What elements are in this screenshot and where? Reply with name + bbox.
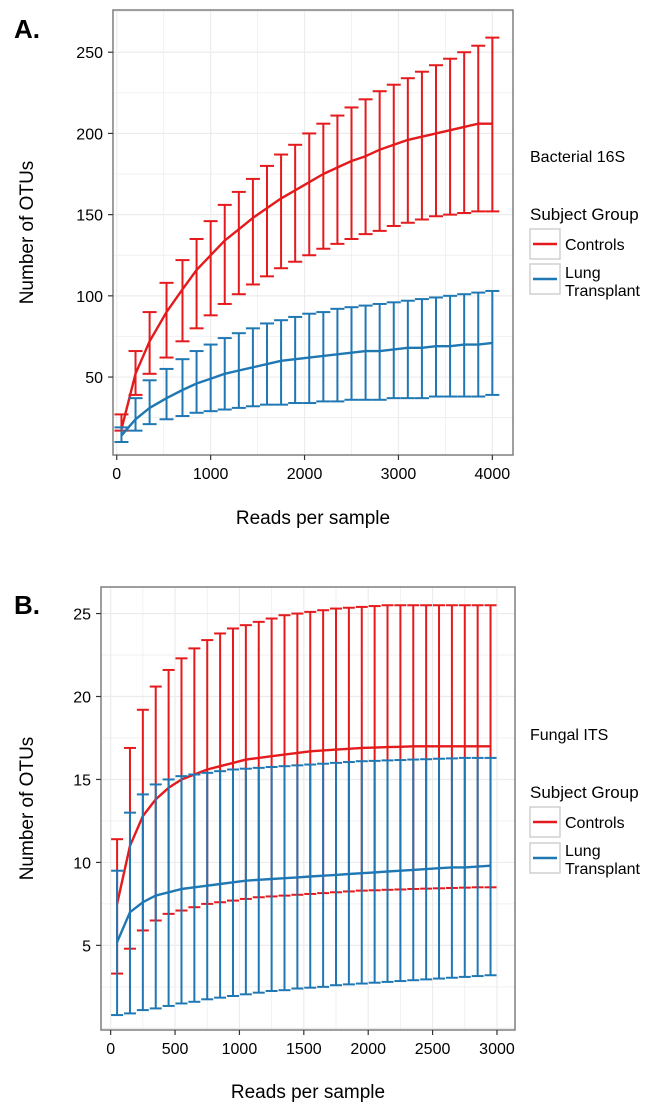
x-tick-label: 1000 bbox=[222, 1041, 258, 1058]
legend-label: Transplant bbox=[565, 861, 641, 878]
x-tick-label: 1500 bbox=[286, 1041, 322, 1058]
panel-label: B. bbox=[14, 590, 40, 620]
y-tick-label: 20 bbox=[73, 690, 91, 707]
y-tick-label: 15 bbox=[73, 772, 91, 789]
y-tick-label: 250 bbox=[76, 45, 103, 62]
y-tick-label: 100 bbox=[76, 289, 103, 306]
legend-label: Lung bbox=[565, 843, 601, 860]
legend-key-lung-transplant bbox=[529, 842, 561, 874]
mean-line bbox=[115, 864, 491, 943]
legend-heading: Fungal ITS bbox=[530, 727, 608, 744]
panel-a: 0 1000 2000 3000 4000 50 100 150 200 250 Reads per… bbox=[14, 9, 641, 529]
legend-label: Controls bbox=[565, 237, 625, 254]
panel-b: 0 500 1000 1500 2000 2500 3000 5 10 15 20 25 Reads p… bbox=[14, 586, 641, 1102]
mean-line bbox=[115, 745, 491, 905]
legend: Bacterial 16S Subject Group Controls LungTr… bbox=[529, 149, 641, 300]
legend-key-controls bbox=[529, 806, 561, 838]
legend: Fungal ITS Subject Group Controls LungTrans… bbox=[529, 727, 641, 878]
x-tick-label: 3000 bbox=[479, 1041, 515, 1058]
x-tick-label: 3000 bbox=[381, 466, 417, 483]
y-axis-title: Number of OTUs bbox=[17, 737, 38, 881]
legend-label: Transplant bbox=[565, 283, 641, 300]
legend-key-lung-transplant bbox=[529, 263, 561, 295]
y-axis-title: Number of OTUs bbox=[17, 161, 38, 305]
plot-area bbox=[113, 10, 513, 455]
panel-label: A. bbox=[14, 14, 40, 44]
legend-label: Lung bbox=[565, 265, 601, 282]
x-tick-label: 0 bbox=[106, 1041, 115, 1058]
y-tick-label: 50 bbox=[85, 370, 103, 387]
x-axis-title: Reads per sample bbox=[231, 1082, 385, 1102]
x-axis-title: Reads per sample bbox=[236, 508, 390, 529]
y-tick-label: 150 bbox=[76, 208, 103, 225]
x-tick-label: 4000 bbox=[475, 466, 511, 483]
x-tick-label: 500 bbox=[162, 1041, 189, 1058]
y-tick-label: 25 bbox=[73, 607, 91, 624]
x-tick-label: 0 bbox=[112, 466, 121, 483]
legend-key-controls bbox=[529, 228, 561, 260]
plot-area bbox=[101, 587, 515, 1030]
legend-label: Controls bbox=[565, 815, 625, 832]
series-lung-transplant bbox=[111, 756, 497, 1017]
mean-line bbox=[120, 122, 493, 430]
y-tick-label: 200 bbox=[76, 126, 103, 143]
series-lung-transplant bbox=[114, 289, 500, 444]
mean-line bbox=[120, 341, 493, 437]
plot-border bbox=[100, 586, 516, 1031]
x-tick-label: 2000 bbox=[350, 1041, 386, 1058]
y-tick-label: 10 bbox=[73, 855, 91, 872]
plot-border bbox=[112, 9, 514, 456]
x-tick-label: 2000 bbox=[287, 466, 323, 483]
y-tick-label: 5 bbox=[82, 938, 91, 955]
x-tick-label: 1000 bbox=[193, 466, 229, 483]
x-tick-label: 2500 bbox=[415, 1041, 451, 1058]
legend-title: Subject Group bbox=[530, 205, 639, 224]
legend-title: Subject Group bbox=[530, 783, 639, 802]
legend-heading: Bacterial 16S bbox=[530, 149, 625, 166]
